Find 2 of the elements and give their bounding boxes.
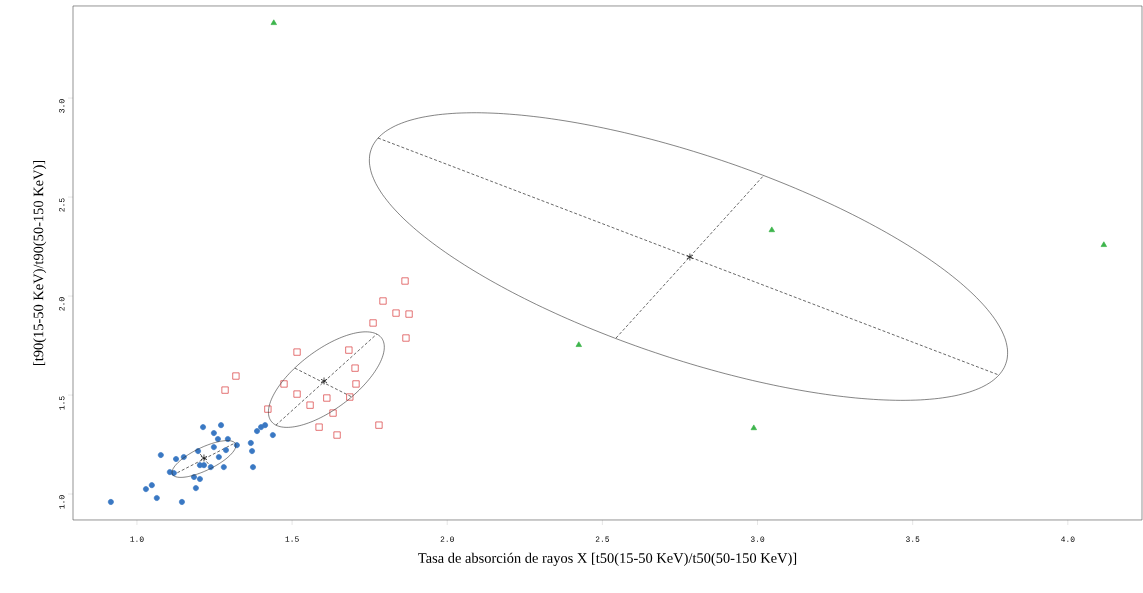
x-axis-title: Tasa de absorción de rayos X [t50(15-50 KeV)/t50(50-150 KeV)]	[418, 552, 797, 566]
y-axis-title: [t90(15-50 KeV)/t90(50-150 KeV)]	[33, 160, 47, 366]
